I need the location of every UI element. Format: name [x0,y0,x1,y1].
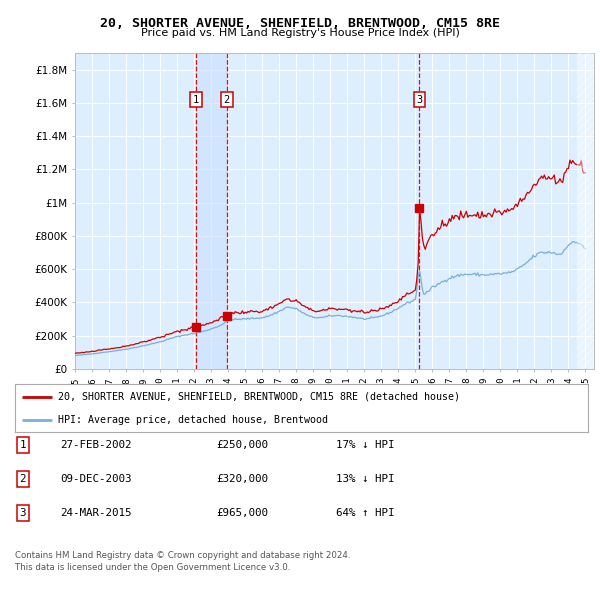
Text: £250,000: £250,000 [216,441,268,450]
Text: £320,000: £320,000 [216,474,268,484]
Text: 13% ↓ HPI: 13% ↓ HPI [336,474,395,484]
Bar [196,53,227,369]
Text: This data is licensed under the Open Government Licence v3.0.: This data is licensed under the Open Gov… [15,563,290,572]
Text: 64% ↑ HPI: 64% ↑ HPI [336,508,395,517]
Text: 17% ↓ HPI: 17% ↓ HPI [336,441,395,450]
Text: 3: 3 [20,508,26,517]
Text: 2: 2 [224,94,230,104]
Text: HPI: Average price, detached house, Brentwood: HPI: Average price, detached house, Bren… [58,415,328,425]
Text: 20, SHORTER AVENUE, SHENFIELD, BRENTWOOD, CM15 8RE: 20, SHORTER AVENUE, SHENFIELD, BRENTWOOD… [100,17,500,30]
Text: 09-DEC-2003: 09-DEC-2003 [60,474,131,484]
Text: £965,000: £965,000 [216,508,268,517]
Text: 20, SHORTER AVENUE, SHENFIELD, BRENTWOOD, CM15 8RE (detached house): 20, SHORTER AVENUE, SHENFIELD, BRENTWOOD… [58,392,460,402]
Text: 1: 1 [193,94,199,104]
Text: 2: 2 [20,474,26,484]
Text: 3: 3 [416,94,422,104]
Text: 27-FEB-2002: 27-FEB-2002 [60,441,131,450]
Text: 1: 1 [20,441,26,450]
Text: Price paid vs. HM Land Registry's House Price Index (HPI): Price paid vs. HM Land Registry's House … [140,28,460,38]
Text: Contains HM Land Registry data © Crown copyright and database right 2024.: Contains HM Land Registry data © Crown c… [15,551,350,560]
Text: 24-MAR-2015: 24-MAR-2015 [60,508,131,517]
